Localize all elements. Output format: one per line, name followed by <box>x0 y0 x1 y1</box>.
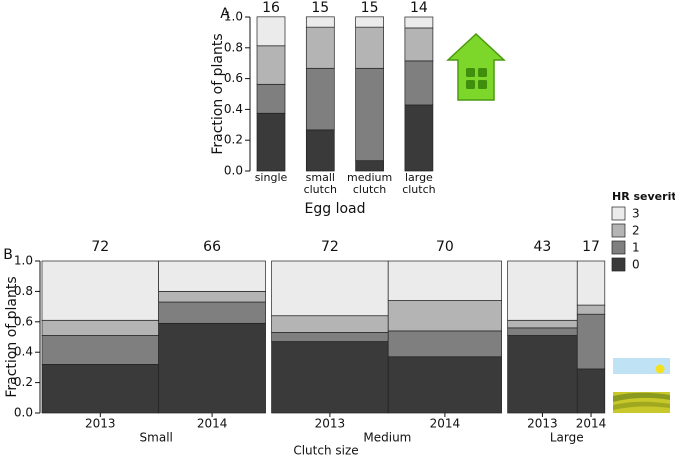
bar-segment <box>271 260 389 317</box>
x-tick-label: large clutch <box>402 171 435 196</box>
y-tick-label: 0.2 <box>224 133 243 147</box>
count-label: 66 <box>203 239 221 255</box>
group-label: Small <box>140 431 173 445</box>
bar-segment <box>387 356 502 414</box>
group-label: Large <box>550 431 584 445</box>
legend-label: 1 <box>632 241 640 255</box>
house-icon <box>446 32 506 101</box>
y-tick-label: 0.2 <box>14 375 33 389</box>
bar-segment <box>355 67 384 162</box>
bar-segment <box>41 364 159 414</box>
bar-segment <box>355 160 384 172</box>
count-label: 15 <box>311 0 329 16</box>
bar-segment <box>404 104 434 172</box>
y-tick-label: 1.0 <box>14 254 33 268</box>
y-axis-label: Fraction of plants <box>210 33 226 154</box>
x-tick-label: 2014 <box>576 417 607 431</box>
y-tick-label: 0.4 <box>14 345 33 359</box>
bar-segment <box>404 27 434 62</box>
count-label: 43 <box>534 239 552 255</box>
bar-segment <box>271 315 389 333</box>
bar-segment <box>387 260 502 301</box>
count-label: 14 <box>410 0 428 16</box>
count-label: 72 <box>321 239 339 255</box>
x-tick-label: 2013 <box>315 417 346 431</box>
bar-segment <box>305 129 335 172</box>
x-tick-label: small clutch <box>304 171 337 196</box>
legend-label: 0 <box>632 258 640 272</box>
count-label: 15 <box>361 0 379 16</box>
bar-segment <box>507 335 578 414</box>
panel-label: A <box>220 6 230 22</box>
count-label: 70 <box>436 239 454 255</box>
y-tick-label: 1.0 <box>224 10 243 24</box>
x-tick-label: 2013 <box>527 417 558 431</box>
bar-segment <box>507 327 578 336</box>
bar-segment <box>507 260 578 321</box>
bar-segment <box>355 26 384 69</box>
count-label: 16 <box>262 0 280 16</box>
legend-swatch <box>611 257 626 272</box>
group-label: Medium <box>363 431 411 445</box>
x-tick-label: single <box>255 171 288 184</box>
bar-segment <box>305 16 335 28</box>
bar-segment <box>271 341 389 414</box>
bar-segment <box>507 319 578 329</box>
bar-segment <box>576 260 606 306</box>
bar-segment <box>158 260 266 292</box>
bar-segment <box>355 16 384 28</box>
y-tick-label: 0.8 <box>14 284 33 298</box>
y-axis-label: Fraction of plants <box>4 276 20 397</box>
bar-segment <box>158 322 266 414</box>
legend-label: 2 <box>632 224 640 238</box>
bar-segment <box>256 16 286 47</box>
bar-segment <box>41 319 159 336</box>
panel-label: B <box>3 247 13 263</box>
bar-segment <box>256 112 286 172</box>
bar-segment <box>404 16 434 29</box>
bar-segment <box>305 26 335 69</box>
x-axis-label: Egg load <box>305 201 366 217</box>
bar-segment <box>256 83 286 114</box>
x-tick-label: 2013 <box>85 417 116 431</box>
legend-label: 3 <box>632 207 640 221</box>
bar-segment <box>271 332 389 342</box>
bar-segment <box>576 304 606 315</box>
x-tick-label: medium clutch <box>347 171 392 196</box>
bar-segment <box>256 45 286 85</box>
legend-swatch <box>611 206 626 221</box>
bar-segment <box>387 330 502 358</box>
x-tick-label: 2014 <box>430 417 461 431</box>
count-label: 17 <box>582 239 600 255</box>
x-tick-label: 2014 <box>197 417 228 431</box>
bar-segment <box>576 368 606 414</box>
legend-swatch <box>611 223 626 238</box>
y-tick-label: 0.4 <box>224 102 243 116</box>
y-tick-label: 0.0 <box>14 406 33 420</box>
x-axis-label: Clutch size <box>293 444 358 457</box>
bar-segment <box>41 260 159 321</box>
y-tick-label: 0.6 <box>224 71 243 85</box>
bar-segment <box>158 291 266 303</box>
legend-title: HR severity <box>612 190 675 203</box>
bar-segment <box>387 300 502 332</box>
bar-segment <box>305 67 335 131</box>
legend-swatch <box>611 240 626 255</box>
bar-segment <box>158 301 266 324</box>
y-tick-label: 0.0 <box>224 164 243 178</box>
y-tick-label: 0.6 <box>14 314 33 328</box>
count-label: 72 <box>91 239 109 255</box>
y-tick-label: 0.8 <box>224 40 243 54</box>
bar-segment <box>404 60 434 106</box>
bar-segment <box>41 335 159 365</box>
bar-segment <box>576 313 606 370</box>
field-icon <box>613 358 670 413</box>
